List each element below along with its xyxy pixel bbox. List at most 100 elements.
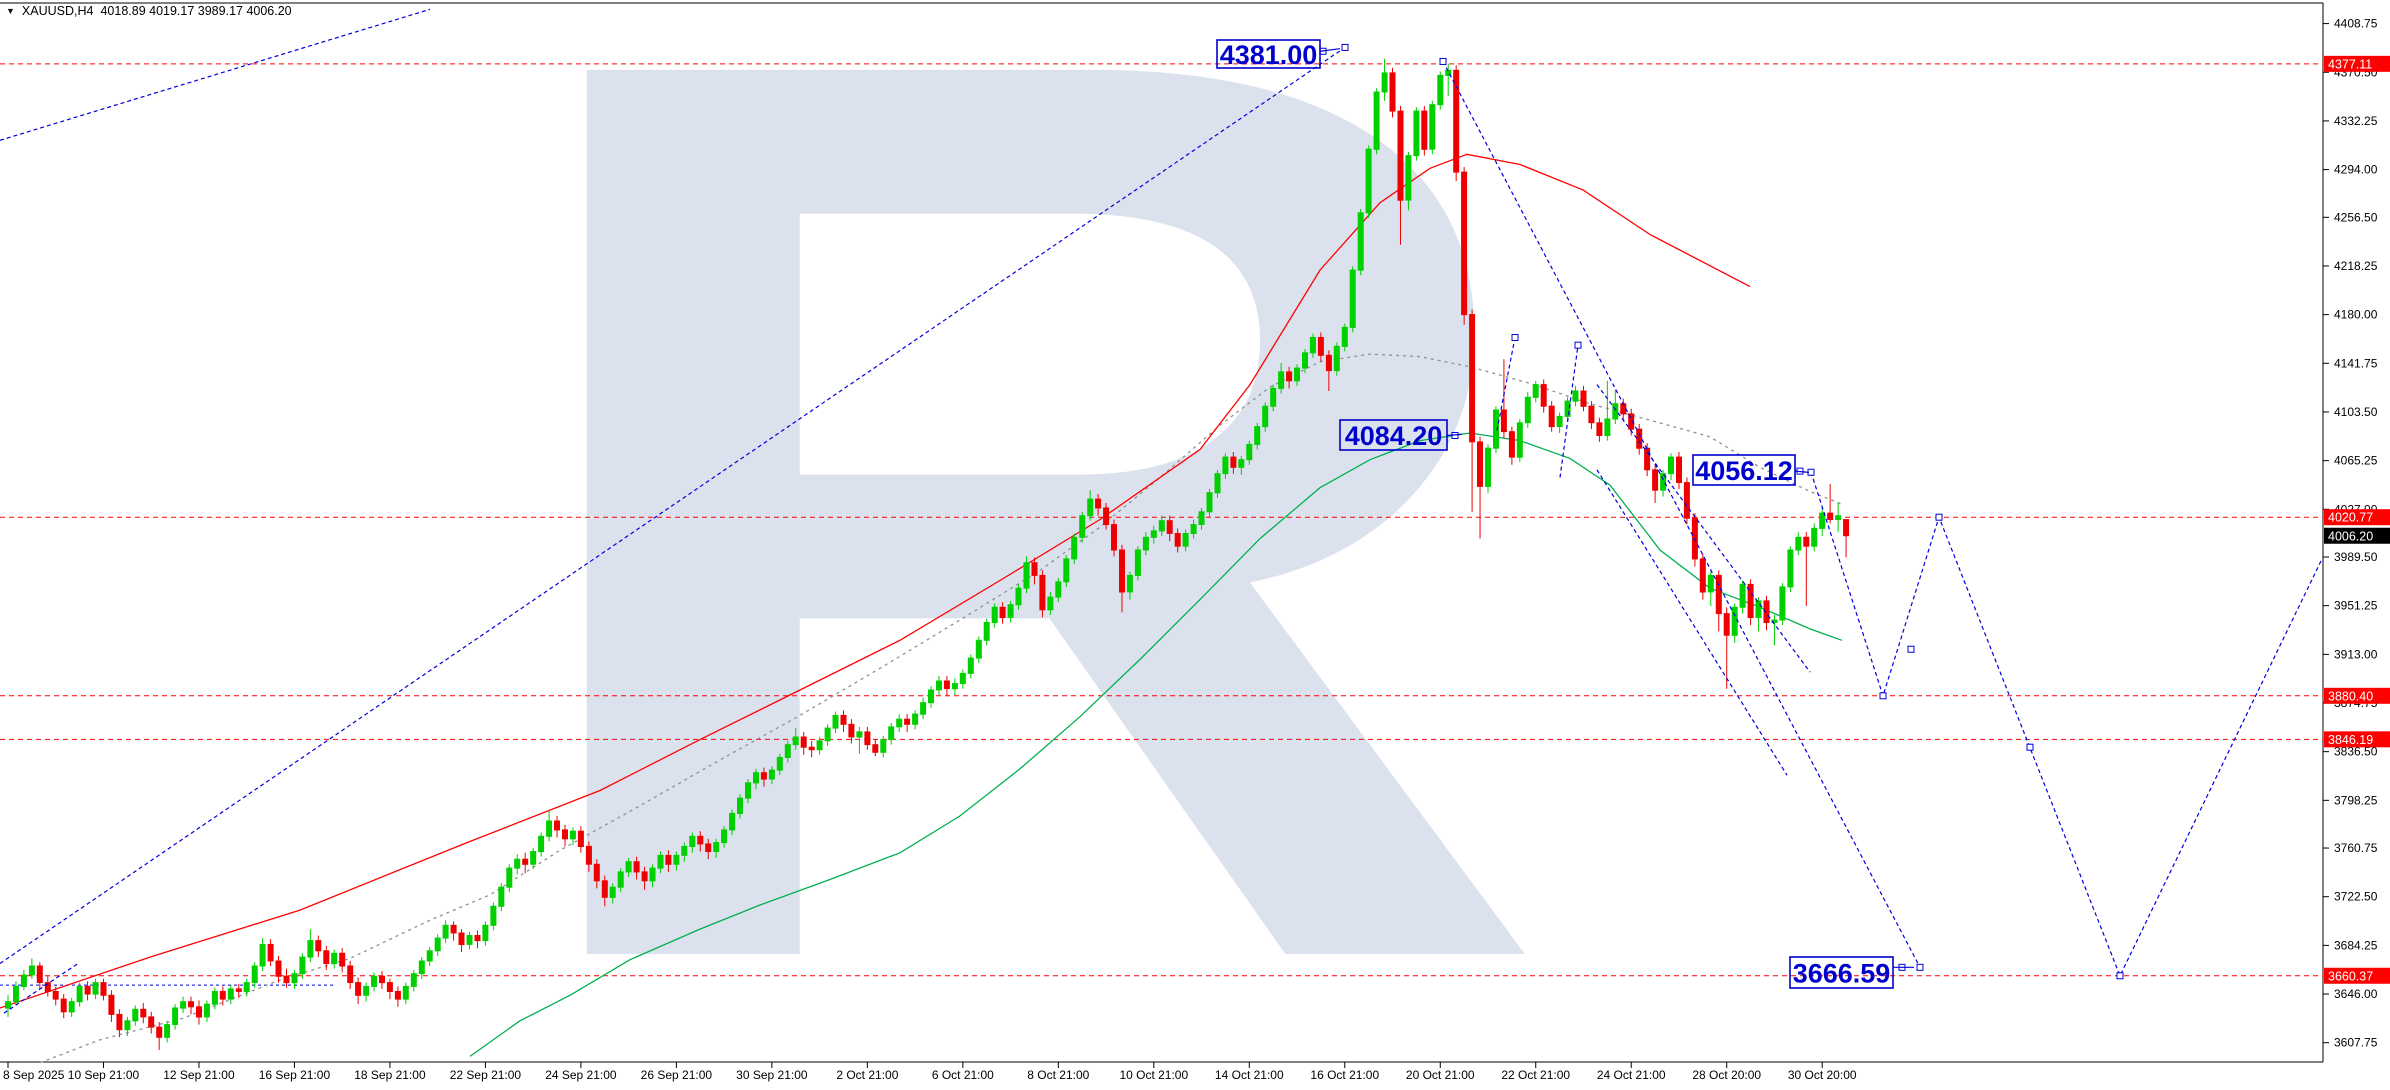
y-axis-tick-label: 3646.00 xyxy=(2334,987,2378,1001)
candle-down xyxy=(267,943,274,962)
y-axis-tick-label: 4218.25 xyxy=(2334,259,2378,273)
price-annotation-label: 3666.59 xyxy=(1793,959,1891,989)
annotation-connector xyxy=(1319,48,1341,52)
symbol-dropdown-icon[interactable]: ▼ xyxy=(6,6,15,16)
candle-up xyxy=(745,782,751,799)
price-annotation-box[interactable] xyxy=(1339,419,1448,451)
trendline-handle-marker[interactable] xyxy=(2026,743,2034,751)
trendline-dashed[interactable] xyxy=(1496,337,1516,431)
candle-down xyxy=(108,994,115,1015)
candle-down xyxy=(450,924,457,934)
candle-up xyxy=(1190,524,1197,534)
candle-down xyxy=(275,960,282,977)
candle-up xyxy=(180,1001,187,1009)
y-axis-tick-label: 3798.25 xyxy=(2334,793,2378,807)
candle-up xyxy=(482,924,489,942)
candle-down xyxy=(1389,72,1396,112)
candle-down xyxy=(196,1006,202,1018)
candle-down xyxy=(347,965,354,983)
candle-up xyxy=(13,985,19,1003)
price-annotation-box[interactable] xyxy=(1789,956,1894,989)
trendline-dashed[interactable] xyxy=(0,8,431,141)
candle-up xyxy=(259,943,266,967)
price-annotation-box[interactable] xyxy=(1216,39,1321,69)
candle-down xyxy=(1095,498,1102,509)
candle-down xyxy=(1477,441,1483,487)
price-annotation-box[interactable] xyxy=(1692,454,1796,486)
trendline-handle-marker[interactable] xyxy=(1511,334,1519,342)
candle-up xyxy=(1357,212,1364,271)
trendline-dashed[interactable] xyxy=(0,46,1346,964)
candle-down xyxy=(585,845,592,865)
candle-up xyxy=(5,1001,11,1009)
candle-down xyxy=(1397,110,1404,201)
candle-down xyxy=(800,736,807,748)
trendline-handle-marker[interactable] xyxy=(1879,692,1887,700)
candle-down xyxy=(1763,600,1770,624)
candle-down xyxy=(1461,171,1468,316)
axis-price-tag-label: 4377.11 xyxy=(2328,57,2372,71)
y-axis-tick-label: 3836.50 xyxy=(2334,745,2378,759)
candle-down xyxy=(1286,371,1293,382)
candle-up xyxy=(1604,418,1611,436)
candle-down xyxy=(522,858,529,865)
x-axis-date-label: 30 Oct 20:00 xyxy=(1788,1068,1857,1082)
y-axis-tick-label: 4256.50 xyxy=(2334,210,2378,224)
moving-average-green[interactable] xyxy=(469,432,1843,1057)
candle-down xyxy=(156,1026,163,1038)
candle-down xyxy=(1620,403,1627,415)
candle-down xyxy=(283,975,290,984)
trendline-dashed[interactable] xyxy=(1596,384,1811,673)
trendline-handle-marker[interactable] xyxy=(1916,963,1924,971)
trendline-dashed[interactable] xyxy=(1442,61,1921,968)
candle-up xyxy=(1254,426,1261,445)
candle-up xyxy=(331,952,338,964)
symbol-timeframe-label: XAUUSD,H4 xyxy=(21,4,94,18)
axis-price-tag xyxy=(2324,55,2390,72)
candle-up xyxy=(721,829,728,844)
candle-up xyxy=(928,689,934,704)
candle-up xyxy=(76,985,83,1003)
candle-up xyxy=(1485,447,1491,487)
candle-up xyxy=(1238,459,1245,468)
y-axis-tick-label: 4180.00 xyxy=(2334,308,2378,322)
candle-up xyxy=(1660,473,1667,491)
candle-up xyxy=(490,905,497,926)
trendline-handle-marker[interactable] xyxy=(1907,645,1915,653)
zigzag-projection[interactable] xyxy=(1810,472,2323,978)
candle-up xyxy=(1142,536,1149,551)
candle-up xyxy=(1055,581,1062,598)
candle-up xyxy=(442,924,449,939)
candle-up xyxy=(657,854,664,869)
candle-down xyxy=(1325,354,1332,372)
candle-up xyxy=(1405,155,1412,201)
candle-up xyxy=(410,973,417,987)
x-axis-date-label: 10 Oct 21:00 xyxy=(1119,1068,1188,1082)
trendline-dashed[interactable] xyxy=(1596,469,1788,776)
candle-up xyxy=(649,867,656,882)
trendline-dashed[interactable] xyxy=(3,963,79,1014)
candle-up xyxy=(307,940,314,958)
candle-up xyxy=(991,606,998,624)
candle-up xyxy=(951,683,958,690)
moving-average-red[interactable] xyxy=(0,153,1751,1009)
candle-up xyxy=(1015,587,1022,606)
trendline-dashed[interactable] xyxy=(1559,345,1579,478)
trendline-handle-marker[interactable] xyxy=(1935,513,1943,521)
candle-down xyxy=(1031,562,1038,576)
candle-up xyxy=(506,867,513,888)
trendline-handle-marker[interactable] xyxy=(1574,341,1582,349)
candle-down xyxy=(60,998,67,1013)
candle-down xyxy=(355,982,362,996)
candle-down xyxy=(697,835,704,845)
candle-up xyxy=(888,726,895,741)
trendline-handle-marker[interactable] xyxy=(1341,43,1349,51)
candle-up xyxy=(776,756,783,771)
moving-average-gray[interactable] xyxy=(39,353,1843,1064)
candle-down xyxy=(1652,469,1659,491)
candle-up xyxy=(1429,104,1436,150)
y-axis-tick-label: 4065.25 xyxy=(2334,454,2378,468)
trendline-handle-marker[interactable] xyxy=(1439,57,1447,65)
trendline-handle-marker[interactable] xyxy=(2116,972,2124,980)
